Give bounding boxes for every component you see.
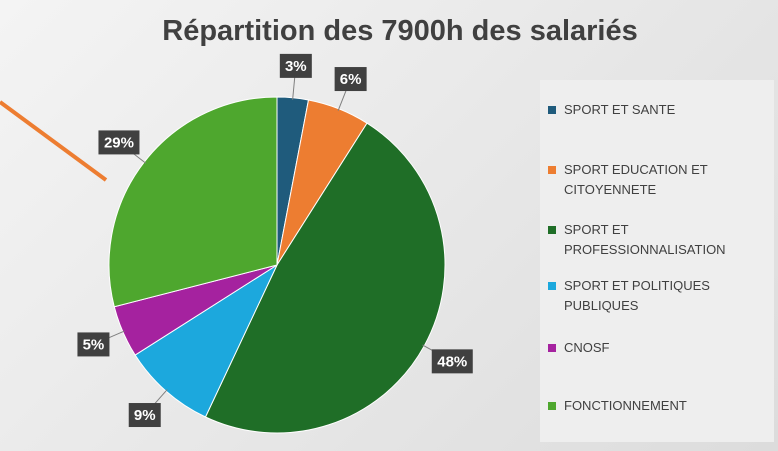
- data-label: 3%: [285, 58, 307, 75]
- legend-label: CNOSF: [564, 340, 610, 355]
- legend-item: SPORT ET PROFESSIONNALISATION: [548, 220, 778, 260]
- legend-label: FONCTIONNEMENT: [564, 398, 687, 413]
- legend-swatch: [548, 344, 556, 352]
- legend-swatch: [548, 106, 556, 114]
- data-label-box: [128, 403, 161, 428]
- leader-line: [292, 75, 296, 100]
- legend-swatch: [548, 166, 556, 174]
- legend: SPORT ET SANTE SPORT EDUCATION ET CITOYEN…: [540, 80, 774, 442]
- data-label-box: [98, 130, 140, 155]
- data-label: 29%: [104, 134, 134, 151]
- leader-line: [337, 88, 348, 111]
- legend-swatch: [548, 282, 556, 290]
- data-label: 48%: [437, 353, 467, 370]
- legend-swatch: [548, 226, 556, 234]
- legend-item: CNOSF: [548, 338, 778, 358]
- legend-swatch: [548, 402, 556, 410]
- chart-title: Répartition des 7900h des salariés: [162, 15, 638, 47]
- legend-item: FONCTIONNEMENT: [548, 396, 778, 416]
- data-label-box: [279, 53, 312, 78]
- legend-item: SPORT ET POLITIQUES PUBLIQUES: [548, 276, 778, 316]
- legend-label: SPORT ET POLITIQUES PUBLIQUES: [564, 278, 710, 313]
- data-label: 6%: [340, 71, 362, 88]
- annotation-arrow: [0, 100, 108, 182]
- data-label-box: [77, 332, 110, 357]
- legend-label: SPORT ET SANTE: [564, 102, 676, 117]
- data-label: 5%: [83, 336, 105, 353]
- legend-label: SPORT EDUCATION ET CITOYENNETE: [564, 162, 708, 197]
- legend-item: SPORT ET SANTE: [548, 100, 778, 120]
- legend-label: SPORT ET PROFESSIONNALISATION: [564, 222, 726, 257]
- data-label-box: [431, 349, 473, 374]
- data-label-box: [334, 67, 367, 92]
- legend-item: SPORT EDUCATION ET CITOYENNETE: [548, 160, 778, 200]
- data-label: 9%: [134, 407, 156, 424]
